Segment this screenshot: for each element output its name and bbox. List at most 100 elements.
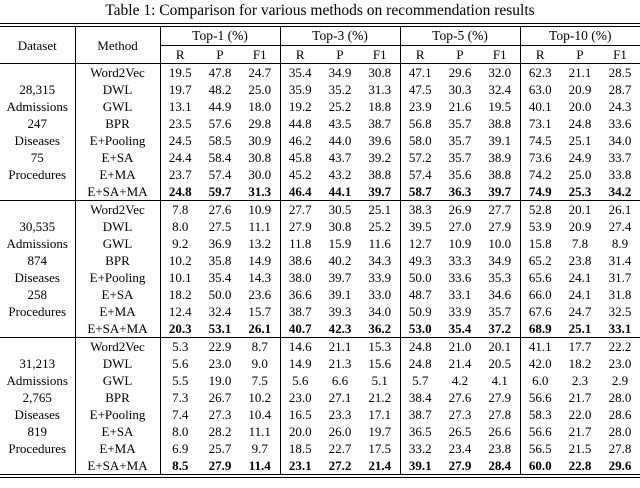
metric-value: 32.5 [608, 304, 632, 319]
metric-value: 23.6 [248, 287, 272, 302]
metric-value: 60.0 [519, 457, 560, 476]
metric-value: 24.8 [399, 355, 440, 372]
metric-value: 50.0 [399, 269, 440, 286]
dataset-label-line: Procedures [8, 167, 67, 182]
metric-value: 27.3 [208, 407, 232, 422]
metric-value: 23.8 [488, 441, 512, 456]
metric-value: 38.3 [399, 200, 440, 218]
metric-value: 11.1 [248, 219, 271, 234]
metric-value: 33.6 [448, 270, 472, 285]
metric-value: 44.1 [328, 184, 352, 199]
table-row: GWL 5.5 19.0 7.5 5.6 6.6 5.1 5.7 4.2 4.1 6.0 2.3 2.9 [0, 372, 640, 389]
metric-value: 5.6 [279, 372, 320, 389]
table-row: 30,535 Admissions 874 Diseases 258 Procedures… [0, 200, 640, 338]
metric-value: 50.0 [208, 287, 232, 302]
metric-value: 65.6 [519, 269, 560, 286]
dataset-label-line: 30,535 [19, 219, 56, 234]
col-subheader-r: R [519, 45, 560, 64]
metric-value: 31.3 [368, 82, 392, 97]
col-subheader-f1: F1 [600, 45, 640, 64]
metric-value: 29.6 [440, 63, 480, 81]
metric-value: 33.8 [608, 167, 632, 182]
metric-value: 13.2 [248, 236, 272, 251]
metric-value: 33.3 [448, 253, 472, 268]
metric-value: 35.4 [208, 270, 232, 285]
metric-value: 28.0 [608, 424, 632, 439]
metric-value: 9.7 [251, 441, 268, 456]
metric-value: 44.9 [208, 99, 232, 114]
metric-value: 46.2 [279, 132, 320, 149]
metric-value: 9.0 [251, 356, 268, 371]
method-label: GWL [74, 372, 160, 389]
table-row: BPR 10.2 35.8 14.9 38.6 40.2 34.3 49.3 33.3 34.9 6… [0, 252, 640, 269]
metric-value: 41.1 [519, 337, 560, 355]
metric-value: 21.3 [328, 356, 352, 371]
metric-value: 58.7 [399, 183, 440, 201]
metric-value: 22.9 [200, 337, 240, 355]
metric-value: 34.9 [488, 253, 512, 268]
method-label: E+SA+MA [74, 457, 160, 476]
col-subheader-f1: F1 [360, 45, 400, 64]
metric-value: 67.6 [519, 303, 560, 320]
metric-value: 2.9 [611, 373, 629, 388]
metric-value: 25.0 [248, 82, 272, 97]
dataset-label-line: Diseases [14, 407, 61, 422]
metric-value: 23.5 [159, 115, 200, 132]
metric-value: 8.7 [240, 337, 280, 355]
metric-value: 8.0 [159, 423, 200, 440]
metric-value: 27.1 [328, 390, 352, 405]
metric-value: 53.0 [399, 320, 440, 338]
metric-value: 58.0 [399, 132, 440, 149]
table-row: E+SA 24.4 58.4 30.8 45.8 43.7 39.2 57.2 35.7 38.9… [0, 149, 640, 166]
metric-value: 26.1 [600, 200, 640, 218]
metric-value: 15.6 [368, 356, 392, 371]
metric-value: 73.6 [519, 149, 560, 166]
metric-value: 27.9 [279, 218, 320, 235]
metric-value: 63.0 [519, 81, 560, 98]
col-subheader-f1: F1 [480, 45, 520, 64]
metric-value: 21.1 [560, 63, 600, 81]
metric-value: 26.7 [208, 390, 232, 405]
metric-value: 27.3 [448, 407, 472, 422]
metric-value: 68.9 [519, 320, 560, 338]
metric-value: 31.7 [608, 270, 632, 285]
col-subheader-p: P [200, 45, 240, 64]
metric-value: 36.5 [399, 423, 440, 440]
col-header-top10: Top-10 (%) [519, 25, 640, 46]
metric-value: 62.3 [519, 63, 560, 81]
metric-value: 10.9 [448, 236, 472, 251]
metric-value: 26.6 [488, 424, 512, 439]
metric-value: 24.8 [159, 183, 200, 201]
metric-value: 18.8 [368, 99, 392, 114]
metric-value: 36.6 [279, 286, 320, 303]
metric-value: 65.2 [519, 252, 560, 269]
metric-value: 17.1 [368, 407, 392, 422]
metric-value: 38.8 [488, 167, 512, 182]
metric-value: 21.4 [368, 458, 392, 473]
metric-value: 19.2 [279, 98, 320, 115]
metric-value: 7.4 [159, 406, 200, 423]
metric-value: 24.3 [608, 99, 632, 114]
metric-value: 26.9 [440, 200, 480, 218]
metric-value: 33.9 [448, 304, 472, 319]
metric-value: 31.4 [608, 253, 632, 268]
dataset-label-line: Diseases [14, 133, 61, 148]
dataset-label-line: 258 [27, 287, 48, 302]
metric-value: 7.5 [251, 373, 268, 388]
metric-value: 26.1 [248, 321, 272, 336]
metric-value: 28.5 [600, 63, 640, 81]
metric-value: 25.1 [568, 321, 592, 336]
metric-value: 74.2 [519, 166, 560, 183]
metric-value: 21.5 [568, 441, 592, 456]
metric-value: 45.8 [279, 149, 320, 166]
dataset-block: 31,213 Admissions 2,765 Diseases 819 Procedur… [0, 337, 640, 476]
metric-value: 53.9 [519, 218, 560, 235]
table-row: DWL 19.7 48.2 25.0 35.9 35.2 31.3 47.5 30.3 32.4 6… [0, 81, 640, 98]
results-table: Dataset Method Top-1 (%) Top-3 (%) Top-5… [0, 23, 640, 478]
metric-value: 39.7 [368, 184, 392, 199]
metric-value: 10.2 [159, 252, 200, 269]
dataset-label-line: 31,213 [19, 356, 56, 371]
metric-value: 30.3 [448, 82, 472, 97]
metric-value: 38.7 [368, 116, 392, 131]
